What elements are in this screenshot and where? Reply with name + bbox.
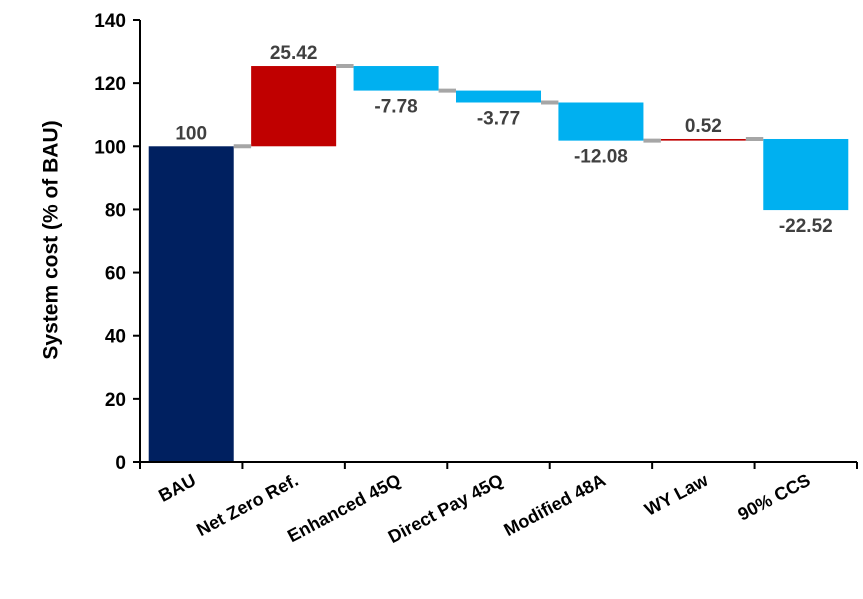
category-label: 90% CCS (734, 470, 813, 525)
data-label: 100 (175, 123, 207, 144)
y-tick-label: 120 (94, 74, 126, 95)
data-labels-group: 100 25.42 -7.78 -3.77 -12.08 0.52 -22.52 (175, 43, 832, 237)
bar-direct-pay-45q (455, 90, 542, 103)
y-tick-label: 0 (115, 453, 126, 474)
category-label: WY Law (641, 469, 712, 519)
bar-net-zero-ref- (251, 66, 337, 147)
category-label: Direct Pay 45Q (385, 470, 507, 547)
data-label: -12.08 (574, 147, 628, 168)
y-tick-label: 60 (105, 264, 126, 285)
data-label: -22.52 (779, 216, 833, 237)
connectors-group (233, 64, 764, 149)
data-label: 25.42 (270, 43, 318, 64)
axes-group (133, 19, 858, 469)
category-label: BAU (155, 470, 199, 506)
tick-labels-group: 0 20 40 60 80 100 120 140 (94, 11, 126, 474)
bar-wy-law (660, 138, 746, 141)
y-tick-label: 20 (105, 390, 126, 411)
bar-bau (148, 146, 234, 463)
bars-group (148, 66, 849, 463)
bar-modified-48a (558, 102, 644, 141)
bar-enhanced-45q (353, 66, 439, 91)
category-label: Enhanced 45Q (284, 470, 404, 546)
data-label: 0.52 (685, 116, 722, 137)
bar-90-ccs (763, 138, 849, 211)
y-tick-label: 140 (94, 11, 126, 32)
category-label: Modified 48A (501, 470, 609, 540)
y-axis-title: System cost (% of BAU) (40, 120, 63, 359)
y-tick-label: 80 (105, 200, 126, 221)
y-tick-label: 100 (94, 137, 126, 158)
y-tick-label: 40 (105, 327, 126, 348)
data-label: -7.78 (374, 97, 417, 118)
data-label: -3.77 (477, 108, 520, 129)
